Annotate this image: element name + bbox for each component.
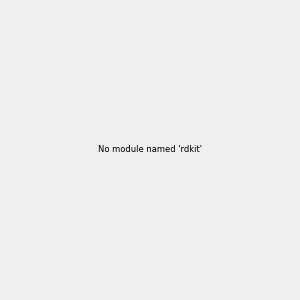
- Text: No module named 'rdkit': No module named 'rdkit': [98, 146, 202, 154]
